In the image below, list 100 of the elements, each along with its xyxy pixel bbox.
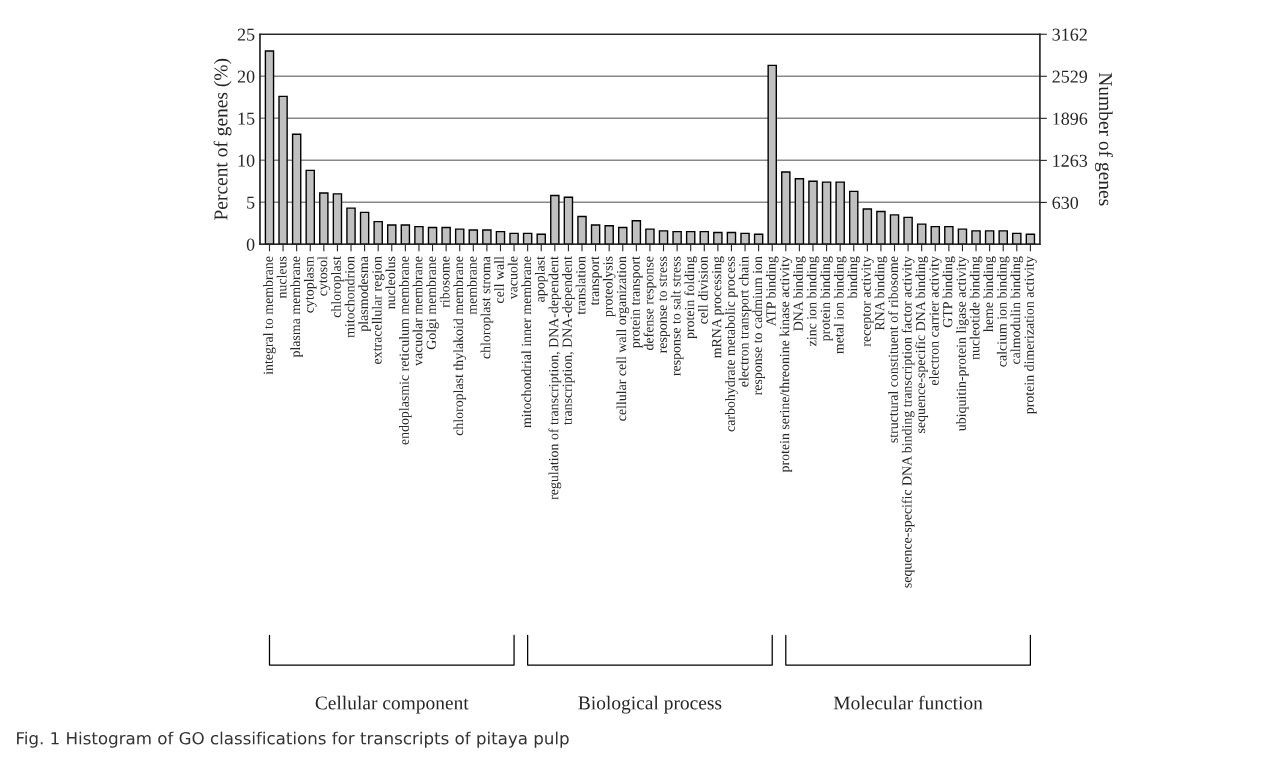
bar [604,225,614,245]
text: Molecular function [833,695,983,710]
bar [862,208,873,245]
y-tick-label: 15 [238,112,255,125]
y2-tick-label: 630 [1052,196,1079,209]
bar [305,169,316,245]
x-tick-label: sequence-specific DNA binding [915,256,929,433]
x-tick-label: electron carrier activity [928,256,942,386]
bar [821,181,832,245]
bar [984,230,995,245]
bar [617,226,628,245]
x-tick-label: integral to membrane [263,256,276,375]
bar [550,194,560,245]
x-tick-label: calcium ion binding [996,256,1010,367]
x-tick-label: transcription, DNA-dependent [562,256,575,425]
y-tick-label: 10 [238,154,255,167]
x-tick-label: protein serine/threonine kinase activity [779,256,793,473]
bar [346,207,356,245]
bar [1012,232,1022,245]
y-tick-label: 25 [237,28,255,41]
y2-tick-label: 1896 [1053,112,1088,125]
x-tick-label: protein folding [684,256,698,339]
x-tick-label: response to cadmium ion [752,256,765,396]
y-tick-label: 20 [237,70,255,83]
x-tick-label: mitochondrial inner membrane [521,256,532,428]
x-tick-label: response to salt stress [670,256,684,376]
bar [373,220,383,245]
x-tick-label: plasmodesma [358,256,371,332]
bar [740,232,750,245]
x-tick-label: cell division [697,256,708,324]
bar [359,211,370,245]
x-tick-label: structural constituent of ribosome [888,256,898,443]
x-tick-label: translation [575,256,586,315]
text: Cellular component [315,695,469,714]
bar [916,223,927,245]
bar [685,230,696,245]
x-tick-label: proteolysis [602,256,616,317]
x-tick-label: vacuolar membrane [412,256,423,366]
x-tick-label: chloroplast stroma [480,256,494,359]
bar [590,224,601,245]
y2-tick-label: 2529 [1052,70,1088,83]
bar [454,228,465,245]
bar [835,181,845,245]
x-tick-label: Golgi membrane [426,256,439,350]
x-tick-label: carbohydrate metabolic process [725,256,738,432]
caption: Fig. 1 Histogram of GO classifications for transcripts of pitaya pulp [17,731,569,748]
bar [645,228,655,245]
x-tick-label: mRNA processing [711,256,725,359]
bar [482,229,492,245]
bar [658,230,669,245]
bar [631,220,642,245]
x-tick-label: protein dimerization activity [1024,256,1037,414]
x-tick-label: nucleolus [385,256,396,309]
bar [414,225,424,245]
bar [522,232,533,245]
bar [427,226,438,245]
x-tick-label: cell wall [494,256,504,303]
bar [808,180,818,245]
x-tick-label: nucleotide binding [969,256,983,360]
bar [672,230,682,245]
bar [713,231,723,245]
x-tick-label: endoplasmic reticulum membrane [399,256,412,445]
x-tick-label: receptor activity [861,256,874,347]
bar [767,64,777,245]
bar [400,224,411,245]
y-tick-label: 5 [247,196,255,209]
bar [291,133,302,245]
bar [563,196,574,245]
x-tick-label: ATP binding [765,256,779,327]
bar [577,215,587,245]
x-tick-label: cellular cell wall organization [616,256,630,421]
bar [781,171,791,245]
x-tick-label: chloroplast thylakoid membrane [453,256,467,436]
y2-tick-label: 1263 [1053,154,1088,167]
x-tick-label: heme binding [983,256,996,332]
bar [889,214,900,245]
x-tick-label: extracellular region [371,256,385,364]
y2-tick-label: 3162 [1052,28,1087,41]
x-tick-label: chloroplast [331,256,344,318]
x-tick-label: sequence-specific DNA binding transcription factor activity [901,256,915,588]
bar [876,210,886,245]
bar [944,225,954,245]
x-tick-label: plasma membrane [290,256,303,358]
bar [332,193,343,245]
y-axis-title: Percent of genes (%) [213,58,232,220]
bar [468,229,479,245]
bar [264,50,275,245]
bar [848,190,859,245]
x-tick-label: mitochondrion [344,256,355,338]
bar [794,178,805,245]
x-tick-label: binding [847,256,861,299]
x-tick-label: ribosome [439,256,450,308]
bar [278,95,288,245]
x-tick-label: apoplast [534,256,548,302]
bar [319,192,329,245]
x-tick-label: zinc ion binding [806,256,820,346]
y-tick-label: 0 [246,238,255,251]
x-tick-label: ubiquitin-protein ligase activity [956,256,969,432]
bar [699,230,710,245]
x-tick-label: membrane [467,256,477,315]
